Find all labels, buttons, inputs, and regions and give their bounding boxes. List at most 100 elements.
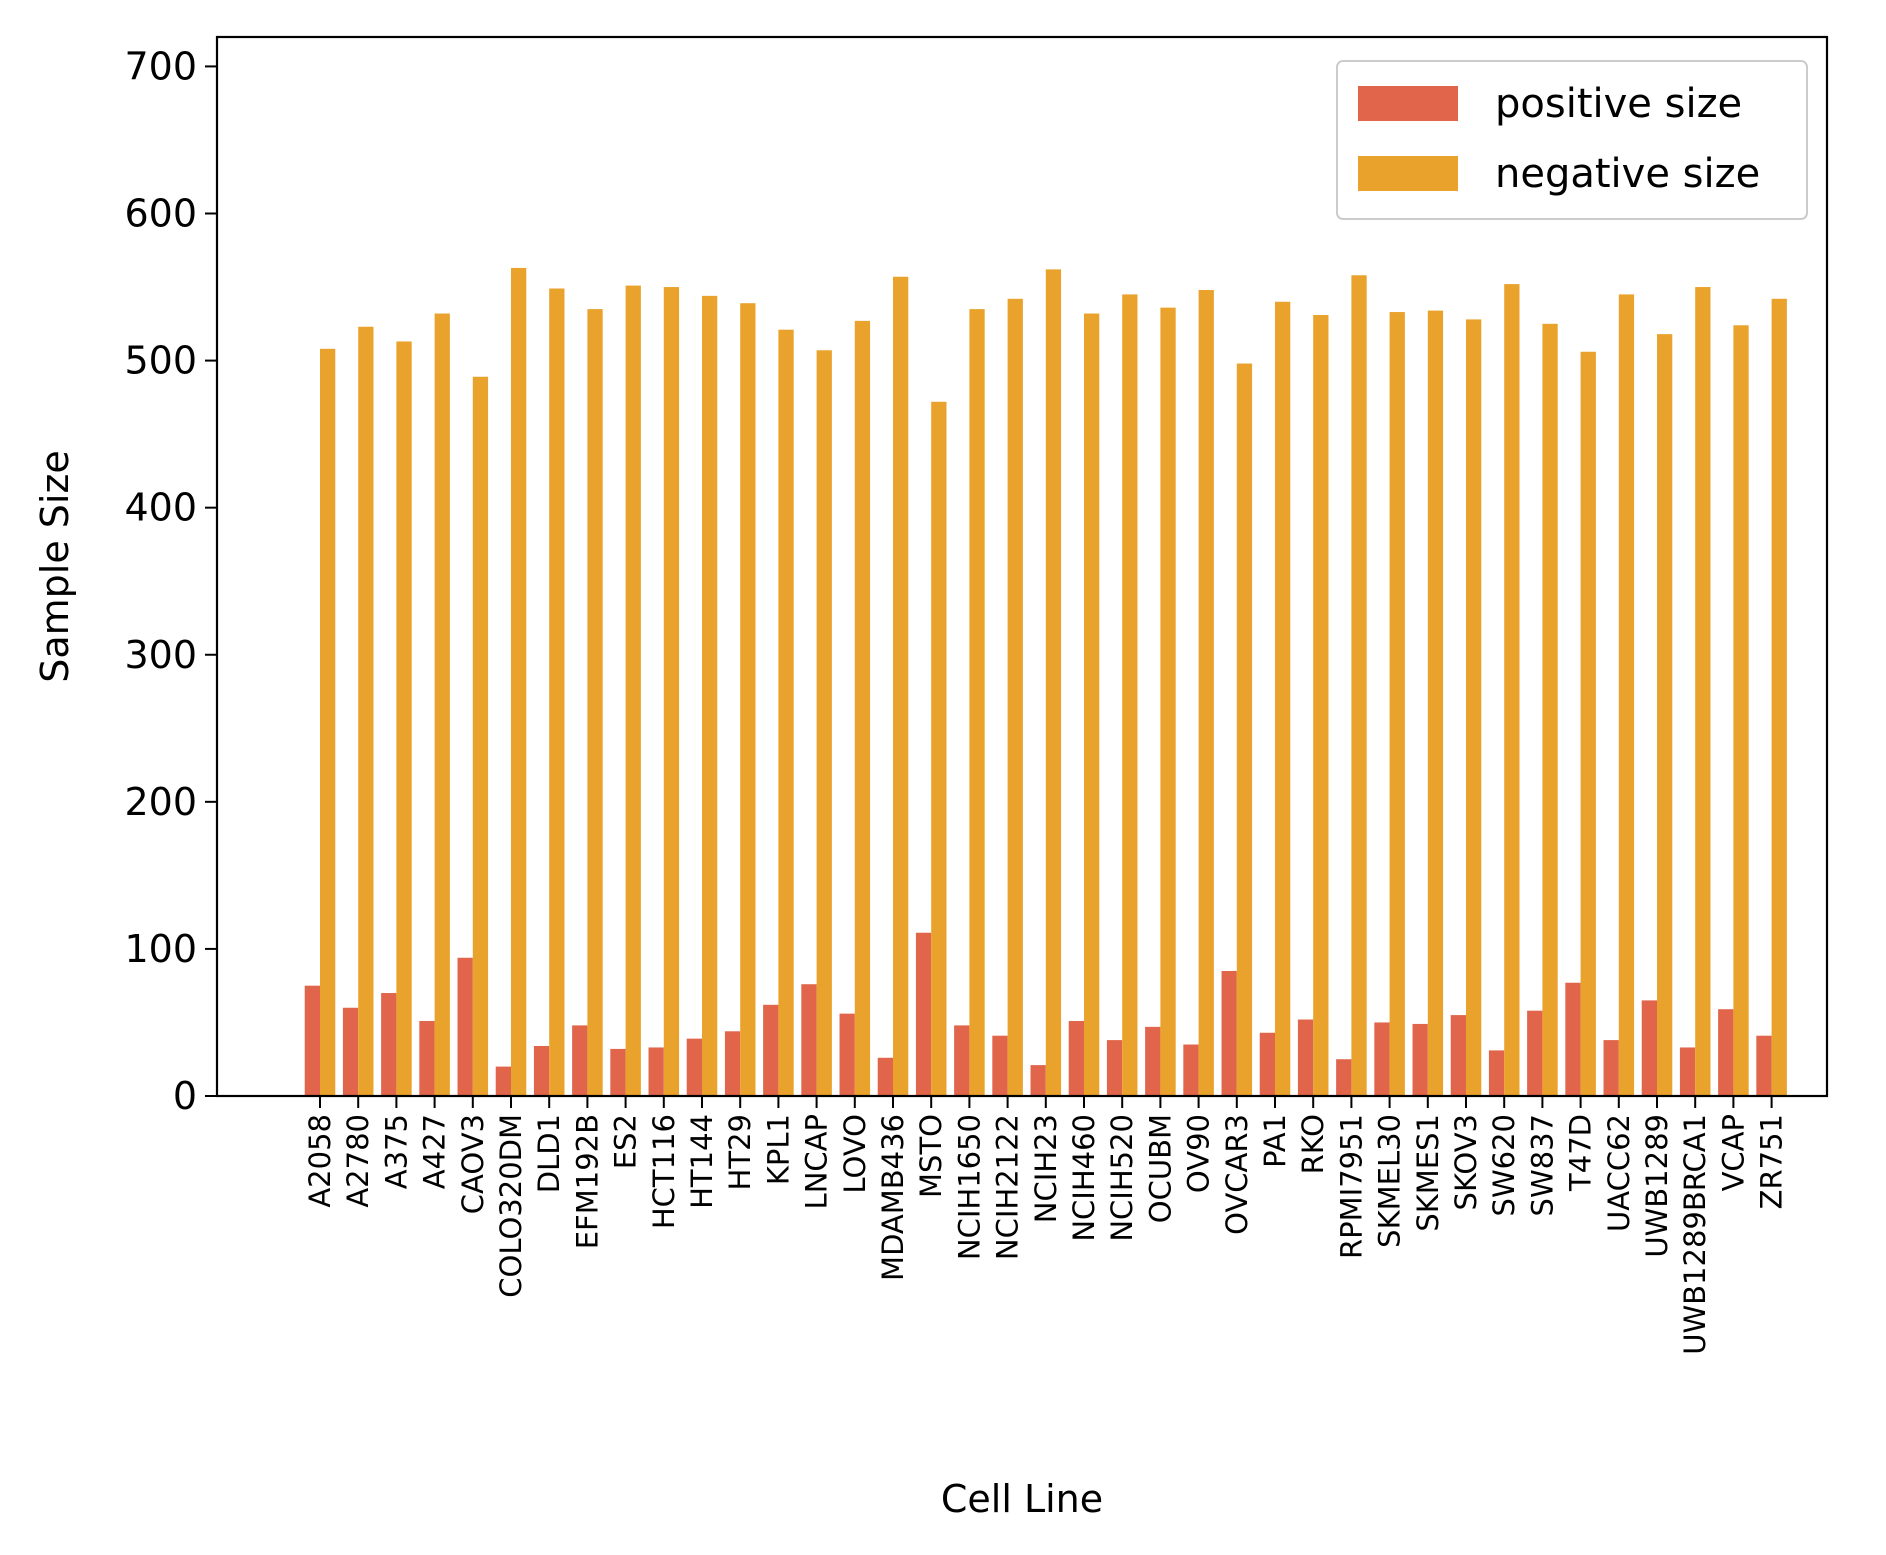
negative-bar-sw837 [1542, 323, 1558, 1096]
negative-bar-skmes1 [1427, 310, 1444, 1096]
negative-bar-skmel30 [1389, 312, 1405, 1096]
x-tick-label: UACC62 [1602, 1114, 1636, 1232]
x-tick-label: SW837 [1525, 1114, 1559, 1216]
negative-bar-lovo [854, 320, 871, 1096]
negative-bar-dld1 [549, 288, 565, 1096]
positive-bar-rpmi7951 [1336, 1059, 1352, 1096]
negative-bar-uwb1289brca1 [1695, 287, 1711, 1097]
positive-bar-ht29 [724, 1031, 741, 1096]
x-tick-label: OV90 [1182, 1114, 1216, 1193]
x-tick-label: MDAMB436 [876, 1114, 910, 1281]
negative-bar-ht29 [740, 303, 756, 1096]
positive-bar-efm192b [572, 1025, 588, 1096]
negative-bar-t47d [1580, 351, 1596, 1097]
y-tick-label: 600 [124, 192, 197, 236]
negative-bar-ht144 [702, 295, 718, 1096]
x-tick-label: A2780 [341, 1114, 375, 1208]
negative-bar-ocubm [1160, 307, 1176, 1097]
x-tick-label: VCAP [1716, 1114, 1750, 1191]
positive-bar-uwb1289 [1641, 1000, 1657, 1096]
positive-bar-sw620 [1488, 1050, 1505, 1096]
negative-bar-msto [931, 401, 947, 1096]
y-axis: 0 100 200 300 400 500 600 700 [124, 44, 217, 1118]
x-tick-label: CAOV3 [456, 1114, 490, 1214]
positive-bar-caov3 [457, 957, 473, 1096]
positive-bar-a375 [381, 993, 397, 1096]
x-axis: A2058 A2780 A375 A427 CAOV3 COLO320DM DLD1 EFM1… [303, 1096, 1789, 1355]
x-tick-label: COLO320DM [494, 1114, 528, 1298]
positive-bar-skmes1 [1412, 1023, 1428, 1096]
x-tick-label: A427 [418, 1114, 452, 1189]
negative-bar-rko [1313, 314, 1329, 1096]
positive-bar-skmel30 [1374, 1022, 1390, 1096]
negative-bar-efm192b [587, 309, 603, 1097]
positive-bar-a2780 [342, 1007, 359, 1096]
negative-bar-zr751 [1771, 298, 1787, 1096]
positive-bar-zr751 [1756, 1035, 1772, 1096]
x-tick-label: A375 [379, 1114, 413, 1189]
x-tick-label: NCIH2122 [991, 1114, 1025, 1260]
negative-bar-a2780 [358, 326, 374, 1097]
positive-bar-ov90 [1183, 1044, 1199, 1096]
positive-bar-ocubm [1145, 1026, 1161, 1096]
x-tick-label: HT144 [685, 1114, 719, 1209]
positive-bar-ncih520 [1106, 1040, 1123, 1096]
positive-bar-rko [1297, 1019, 1314, 1096]
x-tick-label: RPMI7951 [1334, 1114, 1368, 1259]
x-tick-label: LNCAP [800, 1114, 834, 1209]
negative-bar-hct116 [663, 287, 680, 1097]
legend-swatch [1358, 86, 1458, 121]
positive-bar-a427 [419, 1020, 435, 1096]
negative-bar-ov90 [1198, 289, 1214, 1096]
x-tick-label: ES2 [609, 1114, 643, 1169]
x-tick-label: ZR751 [1755, 1114, 1789, 1209]
legend-label: negative size [1495, 151, 1760, 197]
positive-bar-a2058 [304, 985, 320, 1096]
positive-bar-ht144 [686, 1038, 702, 1096]
x-tick-label: DLD1 [532, 1114, 566, 1193]
x-tick-label: MSTO [914, 1114, 948, 1198]
positive-bar-ovcar3 [1221, 970, 1237, 1096]
negative-bar-a375 [396, 341, 412, 1096]
legend-label: positive size [1495, 81, 1742, 127]
positive-bar-skov3 [1450, 1015, 1466, 1096]
x-tick-label: NCIH460 [1067, 1114, 1101, 1242]
x-tick-label: OVCAR3 [1220, 1114, 1254, 1235]
x-tick-label: RKO [1296, 1114, 1330, 1174]
negative-bar-uacc62 [1618, 294, 1635, 1096]
positive-bar-msto [915, 932, 932, 1096]
positive-bar-uacc62 [1603, 1040, 1619, 1096]
x-tick-label: SW620 [1487, 1114, 1521, 1216]
positive-bar-colo320dm [495, 1066, 511, 1096]
y-tick-label: 400 [124, 486, 197, 530]
y-tick-label: 200 [124, 780, 197, 824]
positive-bar-kpl1 [763, 1004, 779, 1096]
negative-bar-ovcar3 [1236, 363, 1253, 1096]
x-tick-label: HT29 [723, 1114, 757, 1190]
positive-bar-pa1 [1259, 1032, 1275, 1096]
x-tick-label: NCIH23 [1029, 1114, 1063, 1223]
x-tick-label: LOVO [838, 1114, 872, 1194]
positive-bar-ncih23 [1030, 1065, 1046, 1096]
positive-bar-mdamb436 [877, 1057, 893, 1096]
negative-bar-rpmi7951 [1351, 275, 1367, 1096]
negative-bar-uwb1289 [1657, 334, 1673, 1096]
positive-bar-sw837 [1527, 1010, 1543, 1096]
y-tick-label: 700 [124, 44, 197, 88]
positive-bar-t47d [1565, 982, 1581, 1096]
x-tick-label: HCT116 [647, 1114, 681, 1229]
x-tick-label: KPL1 [761, 1114, 795, 1185]
positive-bar-es2 [610, 1048, 626, 1096]
legend: positive size negative size [1336, 60, 1808, 220]
negative-bar-a427 [434, 313, 450, 1096]
negative-bar-lncap [816, 350, 832, 1097]
x-tick-label: A2058 [303, 1114, 337, 1208]
negative-bar-ncih460 [1084, 313, 1100, 1096]
positive-bar-ncih460 [1068, 1020, 1084, 1096]
x-tick-label: SKMES1 [1411, 1114, 1445, 1232]
y-tick-label: 100 [124, 927, 197, 971]
negative-bar-mdamb436 [893, 276, 909, 1096]
x-tick-label: NCIH520 [1105, 1114, 1139, 1242]
y-tick-label: 0 [173, 1074, 197, 1118]
